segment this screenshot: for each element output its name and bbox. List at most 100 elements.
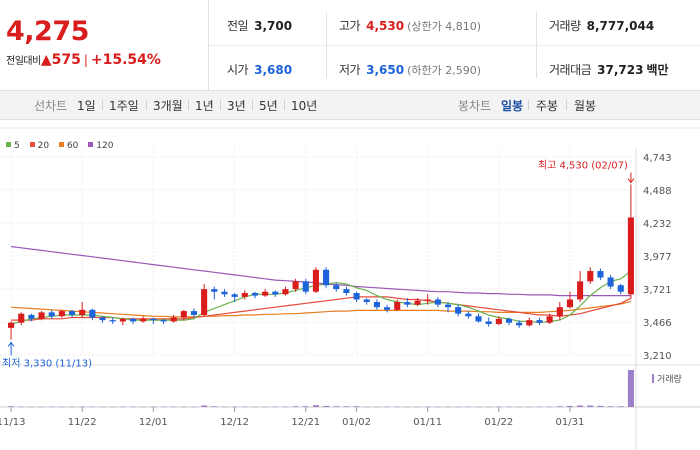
tab-monthly[interactable]: 월봉 bbox=[574, 99, 597, 113]
amount-value: 37,723 bbox=[597, 63, 644, 77]
min-price-label: 최저 3,330 (11/13) bbox=[2, 358, 92, 370]
candle-body bbox=[48, 312, 55, 317]
prev-close-label: 전일 bbox=[227, 19, 249, 33]
volume-bar bbox=[18, 406, 25, 408]
ma60-line bbox=[11, 300, 632, 318]
volume-value: 8,777,044 bbox=[586, 19, 655, 33]
candle-body bbox=[617, 285, 624, 292]
volume-bar bbox=[556, 406, 563, 407]
volume-bar bbox=[424, 406, 431, 408]
max-arrow-icon bbox=[627, 178, 635, 184]
candle-body bbox=[434, 299, 441, 305]
candle-body bbox=[597, 271, 604, 278]
tab-5-years[interactable]: 5년 bbox=[259, 99, 278, 113]
candle-body bbox=[201, 289, 208, 315]
y-tick-label: 3,466 bbox=[643, 318, 672, 329]
lower-limit: (하한가 2,590) bbox=[407, 64, 481, 77]
tab-daily[interactable]: 일봉 bbox=[501, 99, 524, 113]
x-tick-label: 12/12 bbox=[220, 417, 249, 428]
volume-bar bbox=[190, 406, 198, 408]
volume-bar bbox=[505, 406, 513, 408]
y-tick-label: 3,977 bbox=[643, 252, 672, 263]
volume-bar bbox=[617, 406, 624, 407]
volume-bar bbox=[363, 406, 370, 408]
volume-bar bbox=[160, 406, 167, 408]
high-value: 4,530 bbox=[366, 19, 405, 33]
candle-body bbox=[160, 320, 167, 322]
volume-bar bbox=[444, 406, 452, 408]
candle-body bbox=[495, 318, 502, 325]
legend-label: 5 bbox=[14, 141, 20, 151]
volume-bar bbox=[48, 406, 55, 408]
candle-body bbox=[231, 294, 238, 297]
volume-bar bbox=[201, 405, 208, 407]
tab-weekly[interactable]: 주봉 bbox=[536, 99, 559, 113]
chart-legend: 5 20 60 120 bbox=[6, 141, 120, 151]
candle-body bbox=[384, 307, 391, 310]
y-tick-label: 3,210 bbox=[643, 351, 672, 362]
candle-body bbox=[485, 321, 492, 325]
volume-bar bbox=[272, 406, 279, 408]
candle-body bbox=[140, 318, 147, 322]
candle-body bbox=[58, 311, 65, 317]
amount-unit: 백만 bbox=[646, 63, 669, 77]
candle-body bbox=[627, 217, 634, 295]
divider bbox=[528, 100, 529, 110]
volume-bar bbox=[262, 406, 269, 408]
volume-bar bbox=[546, 406, 553, 408]
legend-swatch bbox=[29, 142, 35, 147]
x-tick-label: 01/02 bbox=[342, 417, 371, 428]
candle-body bbox=[526, 320, 533, 326]
volume-bar bbox=[465, 406, 472, 408]
volume-bar bbox=[312, 405, 319, 407]
candle-body bbox=[8, 322, 15, 328]
divider: | bbox=[83, 53, 88, 67]
open-label: 시가 bbox=[227, 63, 249, 77]
volume-bar bbox=[455, 406, 462, 408]
volume-bar bbox=[475, 406, 482, 408]
up-arrow-icon: ▲ bbox=[40, 52, 52, 68]
volume-bar bbox=[28, 406, 35, 408]
x-tick-label: 01/22 bbox=[484, 417, 513, 428]
tab-3-months[interactable]: 3개월 bbox=[153, 99, 183, 113]
candle-body bbox=[566, 299, 573, 308]
volume-bar bbox=[627, 370, 634, 407]
high-label: 고가 bbox=[339, 19, 361, 33]
divider bbox=[252, 100, 253, 110]
volume-bar bbox=[526, 406, 533, 408]
candle-body bbox=[577, 281, 584, 300]
candle-body bbox=[211, 289, 218, 292]
y-tick-label: 4,488 bbox=[643, 186, 672, 197]
candle-body bbox=[505, 318, 513, 323]
tab-1-week[interactable]: 1주일 bbox=[109, 99, 139, 113]
volume-bar bbox=[251, 406, 258, 408]
candle-body bbox=[465, 313, 472, 317]
tab-1-day[interactable]: 1일 bbox=[77, 99, 96, 113]
volume-label: 거래량 bbox=[657, 373, 682, 385]
candle-body bbox=[262, 291, 269, 296]
x-tick-label: 12/21 bbox=[291, 417, 320, 428]
volume-bar bbox=[38, 406, 45, 408]
change-row: 전일대비▲575 | +15.54% bbox=[6, 52, 161, 68]
volume-bar bbox=[221, 406, 228, 408]
volume-bar bbox=[323, 405, 330, 407]
candle-body bbox=[444, 304, 452, 308]
volume-bar bbox=[170, 406, 177, 408]
volume-bar bbox=[231, 406, 238, 408]
volume-bar bbox=[485, 406, 492, 408]
candle-body bbox=[99, 317, 106, 321]
divider bbox=[566, 100, 567, 110]
divider bbox=[220, 100, 221, 110]
volume-bar bbox=[394, 406, 401, 408]
tab-3-years[interactable]: 3년 bbox=[227, 99, 246, 113]
prev-close-stat: 전일 3,700 bbox=[227, 17, 292, 34]
candle-body bbox=[607, 277, 614, 287]
candle-body bbox=[241, 293, 248, 297]
tab-1-year[interactable]: 1년 bbox=[195, 99, 214, 113]
amount-label: 거래대금 bbox=[549, 63, 592, 77]
tab-10-years[interactable]: 10년 bbox=[291, 99, 318, 113]
prev-close-value: 3,700 bbox=[254, 19, 293, 33]
volume-bar bbox=[353, 406, 360, 407]
low-stat: 저가 3,650 (하한가 2,590) bbox=[339, 61, 481, 78]
